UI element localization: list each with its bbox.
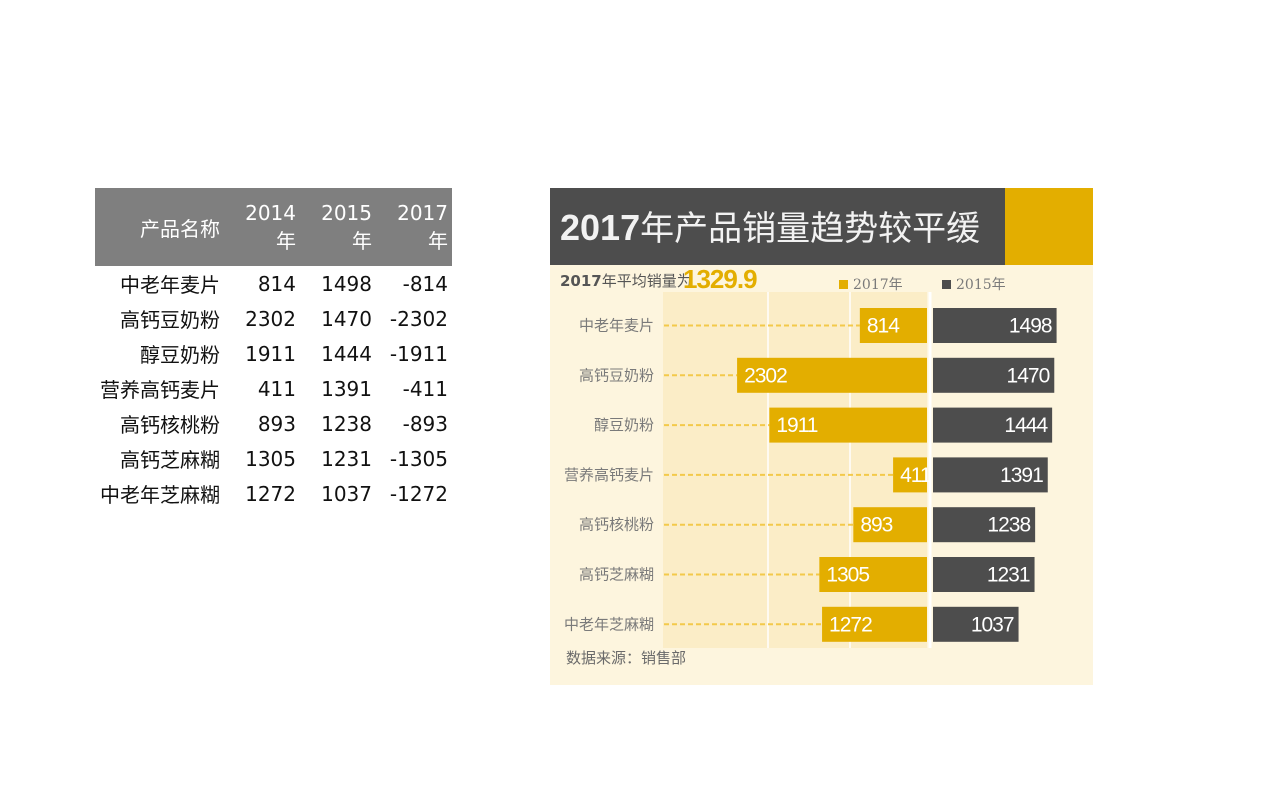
legend-label-2017: 2017年 bbox=[853, 277, 903, 293]
legend-swatch-2015 bbox=[942, 280, 951, 289]
category-label: 高钙芝麻糊 bbox=[579, 566, 654, 584]
bar-2017 bbox=[893, 457, 927, 493]
table-row: 高钙豆奶粉 2302 1470 -2302 bbox=[95, 301, 452, 336]
cell-product: 醇豆奶粉 bbox=[140, 343, 220, 367]
bar-2015 bbox=[933, 407, 1053, 443]
bar-2015 bbox=[933, 308, 1057, 343]
cell-2014: 1305 bbox=[245, 446, 296, 471]
cell-2017: -1305 bbox=[389, 446, 448, 471]
bar-label-2015: 1444 bbox=[1004, 414, 1048, 437]
bar-label-2017: 1305 bbox=[826, 564, 869, 587]
cell-2014: 411 bbox=[257, 376, 296, 401]
chart-title-text: 年产品销量趋势较平缓 bbox=[640, 209, 981, 249]
bar-label-2015: 1238 bbox=[987, 514, 1030, 537]
cell-2017: -2302 bbox=[389, 306, 448, 331]
bar-2017 bbox=[819, 557, 927, 592]
bar-label-2017: 411 bbox=[900, 464, 931, 487]
chart-title: 2017年产品销量趋势较平缓 bbox=[560, 198, 980, 258]
plot-area-left bbox=[663, 292, 927, 648]
cell-2015: 1391 bbox=[321, 376, 372, 401]
cell-2015: 1238 bbox=[321, 411, 372, 436]
bar-2015 bbox=[933, 457, 1048, 493]
header-2015: 2015年 bbox=[300, 188, 376, 266]
table-row: 高钙核桃粉 893 1238 -893 bbox=[95, 406, 452, 441]
cell-product: 高钙芝麻糊 bbox=[120, 448, 220, 472]
bar-label-2017: 1272 bbox=[829, 613, 872, 636]
cell-2017: -814 bbox=[402, 271, 448, 296]
average-value: 1329.9 bbox=[683, 264, 758, 294]
bar-2017 bbox=[769, 407, 927, 443]
cell-2014: 893 bbox=[257, 411, 296, 436]
cell-2014: 1272 bbox=[245, 481, 296, 506]
bar-2017 bbox=[822, 606, 927, 642]
bar-label-2015: 1470 bbox=[1007, 364, 1050, 387]
header-2017: 2017年 bbox=[376, 188, 452, 266]
bar-2017 bbox=[737, 357, 927, 393]
cell-2014: 1911 bbox=[245, 341, 296, 366]
bar-label-2015: 1498 bbox=[1009, 315, 1052, 338]
table-row: 醇豆奶粉 1911 1444 -1911 bbox=[95, 336, 452, 371]
average-text: 年平均销量为 bbox=[601, 272, 692, 290]
bar-2017 bbox=[853, 507, 927, 543]
cell-2014: 2302 bbox=[245, 306, 296, 331]
cell-2017: -1911 bbox=[389, 341, 448, 366]
bar-2015 bbox=[933, 557, 1035, 592]
average-label: 2017年平均销量为 bbox=[560, 270, 692, 291]
bar-label-2017: 2302 bbox=[744, 364, 787, 387]
chart-card: 2017年产品销量趋势较平缓 2017年平均销量为 1329.9 2017年 2… bbox=[550, 188, 1093, 685]
legend-item-2015: 2015年 bbox=[942, 274, 1006, 294]
cell-2015: 1498 bbox=[321, 271, 372, 296]
bar-label-2017: 1911 bbox=[776, 414, 817, 437]
category-label: 高钙核桃粉 bbox=[579, 516, 654, 534]
title-accent-block bbox=[1005, 188, 1093, 265]
bar-2015 bbox=[933, 357, 1055, 393]
table-row: 中老年芝麻糊 1272 1037 -1272 bbox=[95, 476, 452, 511]
cell-2014: 814 bbox=[257, 271, 296, 296]
bar-label-2017: 893 bbox=[860, 514, 892, 537]
bar-2015 bbox=[933, 507, 1036, 543]
legend-label-2015: 2015年 bbox=[956, 277, 1006, 293]
table-row: 中老年麦片 814 1498 -814 bbox=[95, 266, 452, 301]
cell-product: 中老年芝麻糊 bbox=[100, 483, 220, 507]
cell-2015: 1037 bbox=[321, 481, 372, 506]
cell-2015: 1470 bbox=[321, 306, 372, 331]
bar-2017 bbox=[859, 308, 927, 343]
cell-product: 高钙豆奶粉 bbox=[120, 308, 220, 332]
header-product: 产品名称 bbox=[95, 188, 224, 266]
table-row: 高钙芝麻糊 1305 1231 -1305 bbox=[95, 441, 452, 476]
table-row: 营养高钙麦片 411 1391 -411 bbox=[95, 371, 452, 406]
cell-product: 营养高钙麦片 bbox=[100, 378, 220, 402]
chart-title-year: 2017 bbox=[560, 207, 641, 248]
cell-2017: -1272 bbox=[389, 481, 448, 506]
source-note: 数据来源：销售部 bbox=[566, 649, 687, 667]
category-label: 醇豆奶粉 bbox=[594, 416, 654, 434]
category-label: 营养高钙麦片 bbox=[564, 466, 654, 484]
category-label: 高钙豆奶粉 bbox=[579, 366, 654, 384]
bar-label-2015: 1391 bbox=[1000, 464, 1043, 487]
category-label: 中老年麦片 bbox=[579, 317, 654, 335]
legend-swatch-2017 bbox=[839, 280, 848, 289]
legend-item-2017: 2017年 bbox=[839, 274, 903, 294]
bar-label-2017: 814 bbox=[867, 315, 900, 338]
bar-label-2015: 1231 bbox=[987, 564, 1030, 587]
cell-2017: -893 bbox=[402, 411, 448, 436]
category-label: 中老年芝麻糊 bbox=[564, 615, 654, 633]
cell-2015: 1231 bbox=[321, 446, 372, 471]
cell-product: 中老年麦片 bbox=[120, 273, 220, 297]
average-year: 2017 bbox=[560, 272, 602, 290]
cell-2017: -411 bbox=[402, 376, 448, 401]
header-2014: 2014年 bbox=[224, 188, 300, 266]
data-table: 产品名称 2014年 2015年 2017年 中老年麦片 814 1498 -8… bbox=[95, 188, 452, 511]
cell-product: 高钙核桃粉 bbox=[120, 413, 220, 437]
bar-2015 bbox=[933, 606, 1019, 642]
cell-2015: 1444 bbox=[321, 341, 372, 366]
table-header-row: 产品名称 2014年 2015年 2017年 bbox=[95, 188, 452, 266]
bar-label-2015: 1037 bbox=[971, 613, 1014, 636]
bar-chart: 中老年麦片 814 1498 高钙豆奶粉 2302 1470 醇豆奶粉 1911 1444 营养高… bbox=[564, 292, 1093, 648]
chart-title-bar bbox=[550, 188, 1005, 265]
